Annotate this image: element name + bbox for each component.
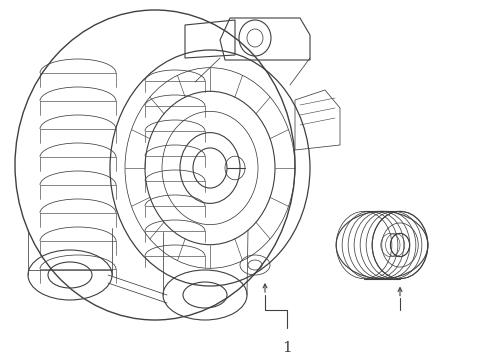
Text: 1: 1 xyxy=(282,341,292,355)
